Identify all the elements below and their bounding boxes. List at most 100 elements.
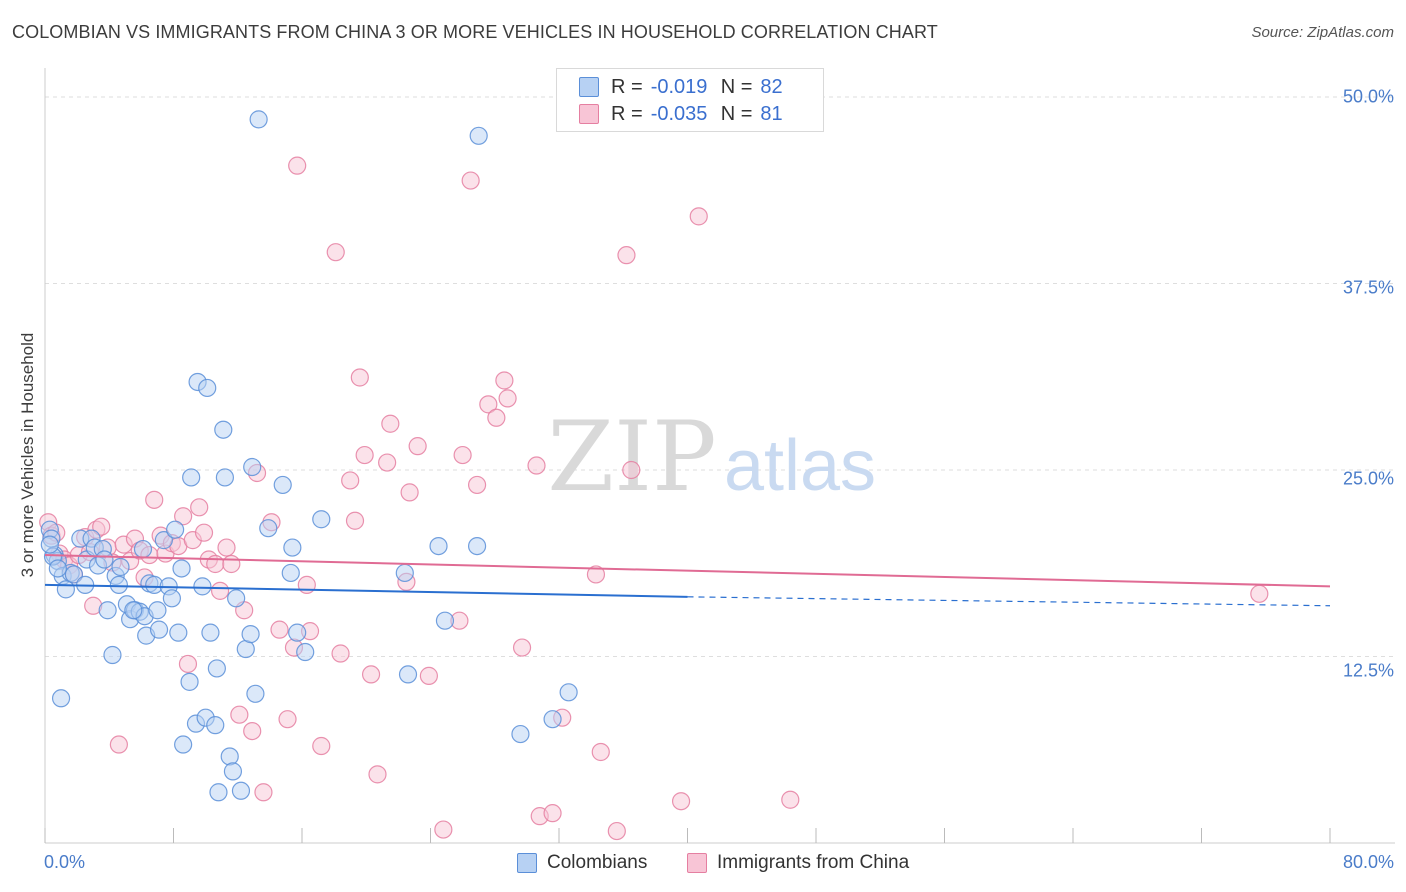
china-point bbox=[607, 821, 626, 841]
colombians-point bbox=[207, 659, 226, 678]
china-point bbox=[178, 654, 198, 674]
china-point bbox=[408, 437, 427, 456]
china-point bbox=[350, 368, 369, 387]
china-point bbox=[345, 511, 365, 530]
colombians-point bbox=[273, 475, 292, 495]
legend-r-label: R = bbox=[611, 75, 643, 98]
china-point bbox=[617, 246, 636, 265]
colombians-point bbox=[56, 580, 75, 599]
colombians-point bbox=[166, 520, 185, 539]
legend-n-label: N = bbox=[720, 102, 753, 125]
china-point bbox=[288, 156, 307, 175]
colombians-point bbox=[172, 559, 191, 578]
colombians-point bbox=[64, 565, 84, 584]
colombians-point bbox=[223, 762, 243, 781]
colombians-point bbox=[246, 684, 265, 703]
legend-swatch-china bbox=[687, 853, 707, 873]
china-point bbox=[671, 792, 691, 811]
colombians-point bbox=[174, 735, 193, 754]
colombians-point bbox=[227, 589, 246, 608]
china-point bbox=[467, 475, 487, 495]
axis-layer bbox=[44, 68, 1395, 844]
watermark-zip: ZIP bbox=[547, 401, 716, 513]
china-point bbox=[190, 498, 209, 517]
china-point bbox=[434, 820, 453, 839]
china-point bbox=[591, 742, 610, 762]
legend-r-value-colombians: -0.019 bbox=[650, 75, 708, 98]
legend-label-colombians: Colombians bbox=[547, 852, 648, 873]
china-point bbox=[419, 666, 438, 685]
colombians-point bbox=[215, 468, 234, 487]
legend-swatch-colombians bbox=[517, 853, 537, 873]
china-point bbox=[1250, 584, 1269, 603]
trend-line-colombians-extension bbox=[687, 596, 1331, 607]
china-point bbox=[222, 554, 241, 574]
colombians-point bbox=[169, 623, 188, 642]
china-point bbox=[194, 523, 214, 542]
china-point bbox=[368, 765, 387, 784]
china-point bbox=[400, 483, 419, 502]
colombians-point bbox=[149, 620, 169, 639]
trend-line-colombians bbox=[44, 583, 688, 598]
colombians-point bbox=[312, 510, 331, 529]
colombians-point bbox=[95, 550, 114, 569]
china-point bbox=[331, 644, 350, 663]
colombians-point bbox=[154, 531, 173, 550]
china-point bbox=[217, 538, 236, 557]
china-point bbox=[586, 565, 606, 584]
colombians-point bbox=[395, 563, 414, 583]
chart-title: COLOMBIAN VS IMMIGRANTS FROM CHINA 3 OR … bbox=[12, 22, 938, 42]
colombians-point bbox=[435, 611, 455, 630]
china-point bbox=[543, 804, 562, 823]
colombians-point bbox=[182, 468, 201, 487]
china-point bbox=[378, 453, 397, 472]
china-point bbox=[210, 581, 230, 600]
legend-item-colombians[interactable]: Colombians bbox=[517, 852, 647, 874]
colombians-point bbox=[193, 577, 212, 596]
legend-label-china: Immigrants from China bbox=[717, 852, 910, 873]
colombians-point bbox=[249, 110, 268, 129]
china-point bbox=[278, 710, 297, 729]
china-point bbox=[326, 243, 345, 262]
colombians-point bbox=[209, 783, 228, 802]
legend-item-china[interactable]: Immigrants from China bbox=[687, 852, 909, 874]
colombians-point bbox=[511, 724, 530, 744]
legend-row-china: R = -0.035 N = 81 bbox=[579, 102, 783, 126]
x-tick-label-max: 80.0% bbox=[1342, 852, 1394, 872]
colombians-point bbox=[40, 535, 59, 554]
colombians-point bbox=[288, 623, 307, 642]
colombians-point bbox=[206, 716, 225, 735]
legend-r-label: R = bbox=[611, 102, 643, 125]
china-point bbox=[109, 735, 128, 754]
legend-n-label: N = bbox=[720, 75, 753, 98]
colombians-point bbox=[243, 457, 262, 477]
watermark-atlas: atlas bbox=[724, 426, 876, 506]
china-point bbox=[174, 507, 193, 526]
series-legend: Colombians Immigrants from China bbox=[0, 852, 1406, 878]
colombians-point bbox=[51, 689, 71, 708]
china-point bbox=[495, 371, 514, 390]
colombians-point bbox=[124, 601, 143, 620]
stats-legend: R = -0.019 N = 82 R = -0.035 N = 81 bbox=[556, 68, 824, 132]
colombians-point bbox=[198, 378, 217, 398]
legend-n-value-colombians: 82 bbox=[760, 75, 783, 98]
colombians-point bbox=[201, 623, 220, 642]
china-point bbox=[206, 554, 225, 574]
china-point bbox=[461, 171, 480, 190]
china-point bbox=[270, 620, 289, 639]
china-point bbox=[622, 460, 641, 480]
y-tick-label-37-5: 37.5% bbox=[1342, 277, 1394, 298]
colombians-point bbox=[231, 781, 251, 800]
china-point bbox=[381, 414, 400, 433]
colombians-point bbox=[559, 683, 578, 702]
china-point bbox=[341, 471, 360, 490]
china-point bbox=[243, 721, 262, 741]
colombians-point bbox=[283, 538, 302, 557]
y-tick-label-50: 50.0% bbox=[1342, 86, 1394, 107]
colombians-point bbox=[133, 539, 153, 559]
y-tick-label-25: 25.0% bbox=[1342, 468, 1394, 489]
colombians-point bbox=[398, 665, 418, 684]
china-point bbox=[689, 207, 708, 226]
colombians-point bbox=[98, 601, 117, 620]
